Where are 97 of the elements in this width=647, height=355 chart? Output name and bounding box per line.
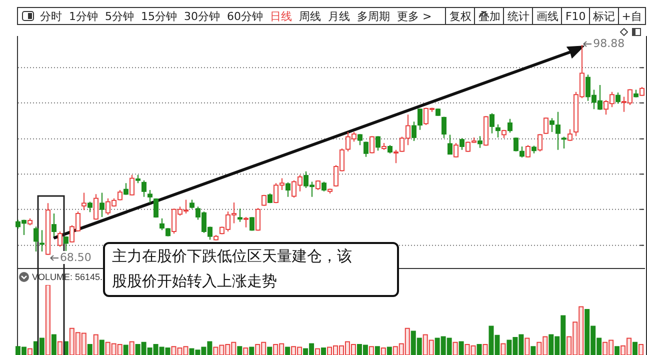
bar xyxy=(297,346,302,355)
text: 统计 xyxy=(503,8,532,24)
bar xyxy=(243,348,248,355)
bar xyxy=(171,346,176,355)
bar xyxy=(458,341,464,355)
bar xyxy=(327,346,332,355)
annotation: 主力在股价下跌低位区天量建仓，该股股价开始转入上涨走势 xyxy=(112,247,352,290)
bar xyxy=(123,344,128,355)
text: 15分钟 xyxy=(141,8,177,24)
bar xyxy=(620,345,626,355)
bar xyxy=(105,342,110,355)
bar xyxy=(69,328,74,355)
bar xyxy=(602,342,608,355)
bar xyxy=(111,343,116,355)
bar xyxy=(117,344,122,355)
bar xyxy=(51,334,56,355)
annotation: 68.50 xyxy=(60,251,92,264)
bar xyxy=(183,346,188,355)
bar xyxy=(392,346,398,355)
bar xyxy=(428,340,434,355)
bar xyxy=(285,346,290,355)
text: F10 xyxy=(561,8,589,24)
bar xyxy=(578,306,584,355)
candlestick xyxy=(478,136,482,148)
bar xyxy=(422,334,428,355)
bar xyxy=(476,344,482,355)
bar xyxy=(632,342,638,355)
bar xyxy=(464,344,470,355)
bar xyxy=(129,341,134,355)
bar xyxy=(39,338,44,355)
candlestick xyxy=(40,230,44,252)
bar xyxy=(368,346,374,355)
bar xyxy=(225,344,230,355)
text: 周线 xyxy=(299,8,321,24)
bar xyxy=(344,341,350,355)
candlestick xyxy=(238,208,242,222)
bar xyxy=(566,336,572,355)
text: 叠加 xyxy=(474,8,504,24)
text: 60分钟 xyxy=(227,8,263,24)
text: 标记 xyxy=(588,8,618,24)
bar xyxy=(27,348,32,355)
bar xyxy=(291,346,296,355)
text: 分时 xyxy=(40,8,62,24)
bar xyxy=(87,344,92,355)
bar xyxy=(219,344,224,355)
text: 30分钟 xyxy=(184,8,220,24)
bar xyxy=(482,344,488,355)
bar xyxy=(249,346,254,355)
text: 复权 xyxy=(445,8,474,24)
bar xyxy=(75,332,80,355)
bar xyxy=(99,340,104,355)
bar xyxy=(626,338,632,355)
bar xyxy=(386,346,392,355)
bar xyxy=(93,334,98,355)
candlestick xyxy=(52,213,56,237)
bar xyxy=(213,346,218,355)
bar xyxy=(608,340,614,355)
bar xyxy=(542,336,548,355)
bar xyxy=(231,342,236,355)
bar xyxy=(572,322,578,355)
bar xyxy=(638,344,644,355)
text: 1分钟 xyxy=(69,8,98,24)
bar xyxy=(338,345,344,355)
bar xyxy=(530,346,536,355)
text: +自 xyxy=(618,8,645,24)
bar xyxy=(315,348,320,355)
text: 月线 xyxy=(328,8,350,24)
bar xyxy=(332,345,338,355)
bar xyxy=(470,345,476,355)
bar xyxy=(57,341,62,355)
bar xyxy=(380,348,386,355)
bar xyxy=(350,344,356,355)
bar xyxy=(45,285,50,355)
bar xyxy=(81,332,86,355)
annotation: 98.88 xyxy=(593,37,625,50)
bar xyxy=(273,344,278,355)
bar xyxy=(267,346,272,355)
bar xyxy=(614,346,620,355)
text: 5分钟 xyxy=(105,8,134,24)
bar xyxy=(261,342,266,355)
bar xyxy=(321,348,326,355)
bar xyxy=(500,343,506,355)
text: 画线 xyxy=(532,8,562,24)
bar xyxy=(255,344,260,355)
text: 多周期 xyxy=(357,8,390,24)
bar xyxy=(177,348,182,355)
bar xyxy=(452,342,458,355)
bar xyxy=(398,343,404,355)
bar xyxy=(404,328,410,355)
bar xyxy=(237,346,242,355)
text: 日线 xyxy=(270,8,292,24)
text: 更多 > xyxy=(397,8,432,24)
bar xyxy=(374,346,380,355)
bar xyxy=(536,342,542,355)
bar xyxy=(524,338,530,355)
bar xyxy=(279,343,284,355)
candlestick xyxy=(100,192,104,218)
